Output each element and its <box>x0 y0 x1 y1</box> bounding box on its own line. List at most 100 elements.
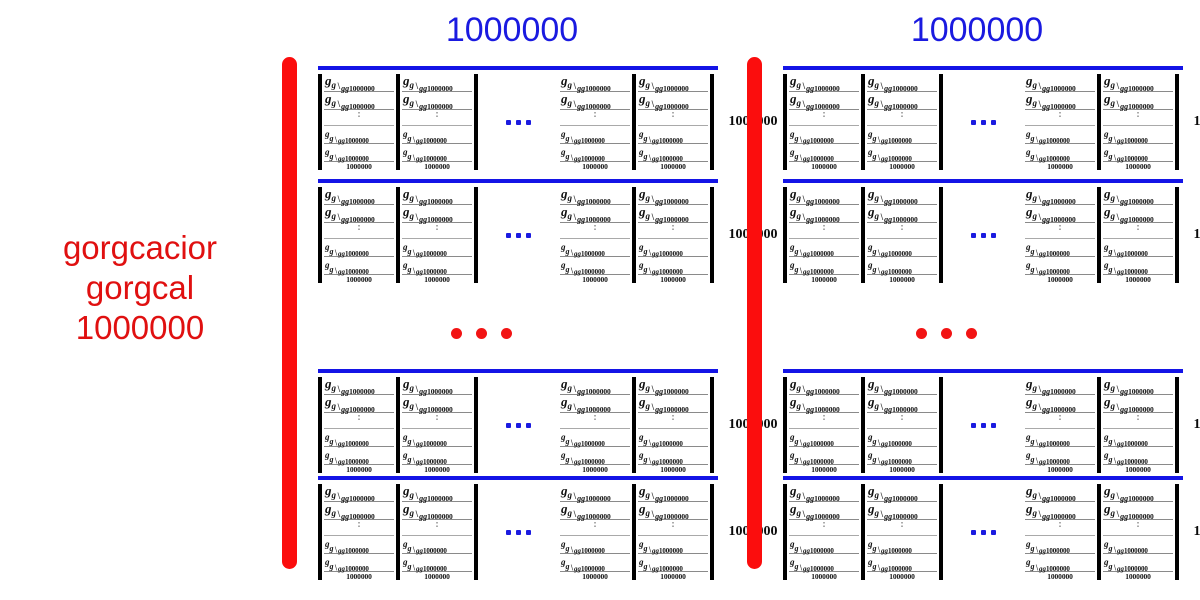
nested-g-expression: gg∖gg1000000 <box>325 376 375 396</box>
g-subscript-value: 1000000 <box>1050 405 1076 414</box>
cell-line: gg∖gg1000000 <box>1103 376 1173 396</box>
cell-bottom-value: 1000000 <box>346 275 372 284</box>
g-subscript-value: 1000000 <box>427 102 453 111</box>
g-subscript-value: 1000000 <box>422 547 447 555</box>
cell-line: gg∖gg1000000 <box>1103 186 1173 206</box>
cell-line: gg∖gg1000000 <box>402 126 472 145</box>
nested-g-expression: gg∖gg1000000 <box>790 450 834 466</box>
matrix-cell: gg∖gg1000000 gg∖gg1000000 ⋮ gg∖gg1000000… <box>1023 483 1097 581</box>
nested-g-expression: gg∖gg1000000 <box>325 394 375 414</box>
vertical-ellipsis-icon: ⋮ <box>1025 107 1095 126</box>
matrix-bar-icon <box>474 187 478 283</box>
nested-g-expression: gg∖gg1000000 <box>561 450 605 466</box>
cell-line: gg∖gg1000000 <box>560 257 630 276</box>
g-subscript-value: 1000000 <box>1123 440 1148 448</box>
g-subscript-value: 1000000 <box>663 102 689 111</box>
nested-g-expression: gg∖gg1000000 <box>561 483 611 503</box>
cell-bottom-value: 1000000 <box>889 465 915 474</box>
vertical-ellipsis-icon: ⋮ <box>638 220 708 239</box>
g-subscript-value: 1000000 <box>809 250 834 258</box>
matrix-cell: gg∖gg1000000 gg∖gg1000000 ⋮ gg∖gg1000000… <box>1023 186 1097 284</box>
matrix-bar-icon <box>396 187 400 283</box>
vertical-ellipsis-icon: ⋮ <box>560 410 630 429</box>
matrix-cell: gg∖gg1000000 gg∖gg1000000 ⋮ gg∖gg1000000… <box>322 73 396 171</box>
cell-line: gg∖gg1000000 <box>867 126 937 145</box>
cell-bottom-value: 1000000 <box>582 162 608 171</box>
g-subscript-value: 1000000 <box>892 102 918 111</box>
nested-g-expression: gg∖gg1000000 <box>1104 557 1148 573</box>
cell-line: gg∖gg1000000 <box>789 91 859 111</box>
nested-g-expression: gg∖gg1000000 <box>1026 129 1070 145</box>
cell-bottom-value: 1000000 <box>1047 572 1073 581</box>
nested-g-expression: gg∖gg1000000 <box>1026 242 1070 258</box>
cell-line: gg∖gg1000000 <box>867 144 937 163</box>
cell-line: gg∖gg1000000 <box>560 429 630 448</box>
vertical-ellipsis-icon: ⋮ <box>324 410 394 429</box>
horizontal-ellipsis-icon <box>943 377 1023 473</box>
matrix-bar-icon <box>318 187 322 283</box>
blue-rule <box>318 179 718 183</box>
nested-g-expression: gg∖gg1000000 <box>1104 394 1154 414</box>
cell-line: gg∖gg1000000 <box>1025 536 1095 555</box>
cell-bottom-value: 1000000 <box>346 465 372 474</box>
cell-line: gg∖gg1000000 <box>1025 144 1095 163</box>
cell-line: gg∖gg1000000 <box>560 204 630 224</box>
nested-g-expression: gg∖gg1000000 <box>639 73 689 93</box>
nested-g-expression: gg∖gg1000000 <box>790 376 840 396</box>
nested-g-expression: gg∖gg1000000 <box>868 376 918 396</box>
g-subscript-value: 1000000 <box>663 512 689 521</box>
cell-line: gg∖gg1000000 <box>1103 394 1173 414</box>
matrix-cell: gg∖gg1000000 gg∖gg1000000 ⋮ gg∖gg1000000… <box>400 186 474 284</box>
blue-rule <box>318 66 718 70</box>
nested-g-expression: gg∖gg1000000 <box>1026 204 1076 224</box>
horizontal-ellipsis-icon <box>478 377 558 473</box>
matrix-bar-icon <box>861 377 865 473</box>
cell-line: gg∖gg1000000 <box>867 73 937 93</box>
cell-line: gg∖gg1000000 <box>324 126 394 145</box>
nested-g-expression: gg∖gg1000000 <box>639 539 683 555</box>
g-subscript-value: 1000000 <box>1045 250 1070 258</box>
cell-bottom-value: 1000000 <box>1047 465 1073 474</box>
nested-g-expression: gg∖gg1000000 <box>1104 483 1154 503</box>
nested-g-expression: gg∖gg1000000 <box>1104 450 1148 466</box>
g-subscript-value: 1000000 <box>809 137 834 145</box>
vertical-ellipsis-icon: ⋮ <box>402 107 472 126</box>
cell-line: gg∖gg1000000 <box>638 126 708 145</box>
matrix-cell: gg∖gg1000000 gg∖gg1000000 ⋮ gg∖gg1000000… <box>1023 376 1097 474</box>
cell-line: gg∖gg1000000 <box>867 536 937 555</box>
matrix-cell: gg∖gg1000000 gg∖gg1000000 ⋮ gg∖gg1000000… <box>1101 376 1175 474</box>
cell-line: gg∖gg1000000 <box>402 239 472 258</box>
g-subscript-value: 1000000 <box>809 458 834 466</box>
left-caption-line-2: gorgcal <box>85 269 195 306</box>
matrix-bar-icon <box>783 74 787 170</box>
vertical-ellipsis-icon: ⋮ <box>1025 517 1095 536</box>
cell-line: gg∖gg1000000 <box>789 144 859 163</box>
g-subscript-value: 1000000 <box>1123 137 1148 145</box>
cell-line: gg∖gg1000000 <box>789 536 859 555</box>
cell-bottom-value: 1000000 <box>346 572 372 581</box>
cell-line: gg∖gg1000000 <box>402 554 472 573</box>
blue-rule <box>783 369 1183 373</box>
cell-line: gg∖gg1000000 <box>638 447 708 466</box>
nested-g-expression: gg∖gg1000000 <box>1026 394 1076 414</box>
cell-row: gg∖gg1000000 gg∖gg1000000 ⋮ gg∖gg1000000… <box>783 73 1200 172</box>
g-subscript-value: 1000000 <box>809 547 834 555</box>
nested-g-expression: gg∖gg1000000 <box>325 557 369 573</box>
matrix-cell: gg∖gg1000000 gg∖gg1000000 ⋮ gg∖gg1000000… <box>636 483 710 581</box>
g-subscript-value: 1000000 <box>422 565 447 573</box>
cell-line: gg∖gg1000000 <box>324 257 394 276</box>
matrix-bar-icon <box>939 187 943 283</box>
g-subscript-value: 1000000 <box>344 137 369 145</box>
g-subscript-value: 1000000 <box>658 137 683 145</box>
cell-bottom-value: 1000000 <box>424 275 450 284</box>
cell-line: gg∖gg1000000 <box>1025 501 1095 521</box>
cell-line: gg∖gg1000000 <box>867 186 937 206</box>
cell-line: gg∖gg1000000 <box>324 447 394 466</box>
cell-bottom-value: 1000000 <box>660 465 686 474</box>
g-subscript-value: 1000000 <box>344 250 369 258</box>
cell-line: gg∖gg1000000 <box>560 186 630 206</box>
nested-g-expression: gg∖gg1000000 <box>561 91 611 111</box>
nested-g-expression: gg∖gg1000000 <box>561 186 611 206</box>
vertical-ellipsis-icon: ⋮ <box>867 107 937 126</box>
cell-line: gg∖gg1000000 <box>1103 429 1173 448</box>
